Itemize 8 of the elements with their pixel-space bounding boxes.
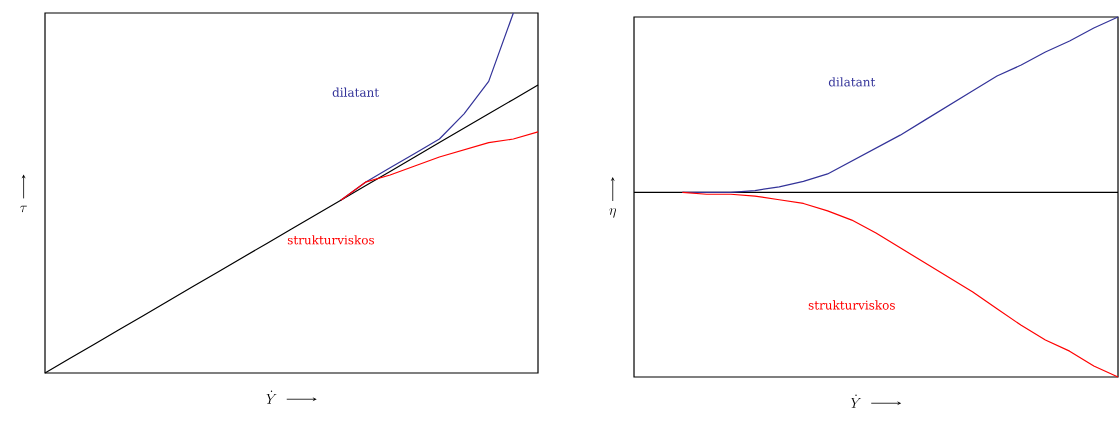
text: strukturviskos <box>287 235 375 245</box>
text: dilatant <box>828 77 876 87</box>
x-axis-title: $\dot{Y}$ <box>266 390 277 404</box>
y-axis-title: $\eta$ <box>609 208 616 218</box>
text: strukturviskos <box>808 300 895 310</box>
y-axis-title: $\tau$ <box>20 205 27 213</box>
text: dilatant <box>332 87 380 97</box>
x-axis-title: $\dot{Y}$ <box>850 394 862 408</box>
